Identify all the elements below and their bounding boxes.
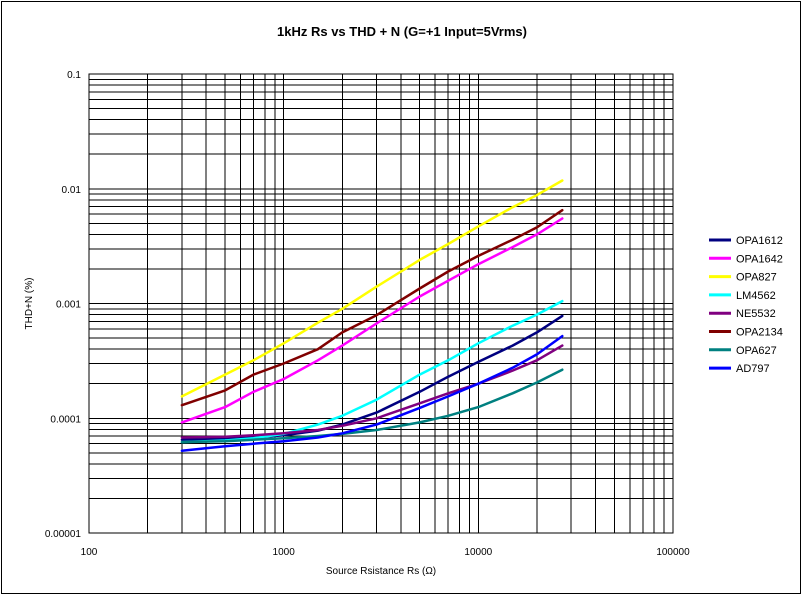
x-tick-label: 100 (81, 547, 98, 558)
series-line-ad797 (180, 334, 564, 453)
y-tick-label: 0.01 (62, 185, 82, 196)
series-line-opa2134 (180, 208, 564, 407)
legend-label-ad797: AD797 (736, 363, 770, 375)
x-tick-label: 1000 (273, 547, 296, 558)
legend-label-opa2134: OPA2134 (736, 327, 783, 339)
legend-label-opa1612: OPA1612 (736, 235, 783, 247)
legend-label-lm4562: LM4562 (736, 290, 776, 302)
legend: OPA1612 OPA1642 OPA827 LM4562 NE5532 OPA2134 O… (709, 235, 783, 375)
grid (89, 74, 673, 533)
legend-label-opa627: OPA627 (736, 345, 777, 357)
legend-label-ne5532: NE5532 (736, 308, 776, 320)
plot-border (88, 73, 674, 534)
y-axis-ticks: 0.00001 0.0001 0.001 0.01 0.1 (45, 70, 82, 540)
y-tick-label: 0.0001 (50, 414, 81, 425)
x-axis-label: Source Rsistance Rs (Ω) (326, 566, 436, 577)
series-line-opa627 (180, 368, 564, 444)
y-tick-label: 0.001 (56, 300, 81, 311)
y-axis-label: THD+N (%) (24, 278, 35, 330)
series-line-opa827 (180, 179, 564, 398)
x-tick-label: 100000 (656, 547, 690, 558)
series-lines (180, 179, 564, 453)
legend-label-opa827: OPA827 (736, 272, 777, 284)
series-line-opa1642 (180, 217, 564, 424)
legend-label-opa1642: OPA1642 (736, 253, 783, 265)
series-line-lm4562 (180, 299, 564, 444)
x-tick-label: 10000 (464, 547, 492, 558)
series-line-ne5532 (180, 344, 564, 439)
x-axis-ticks: 100 1000 10000 100000 (81, 547, 690, 558)
y-tick-label: 0.00001 (45, 529, 82, 540)
chart-title: 1kHz Rs vs THD + N (G=+1 Input=5Vrms) (277, 24, 527, 39)
y-tick-label: 0.1 (67, 70, 81, 81)
